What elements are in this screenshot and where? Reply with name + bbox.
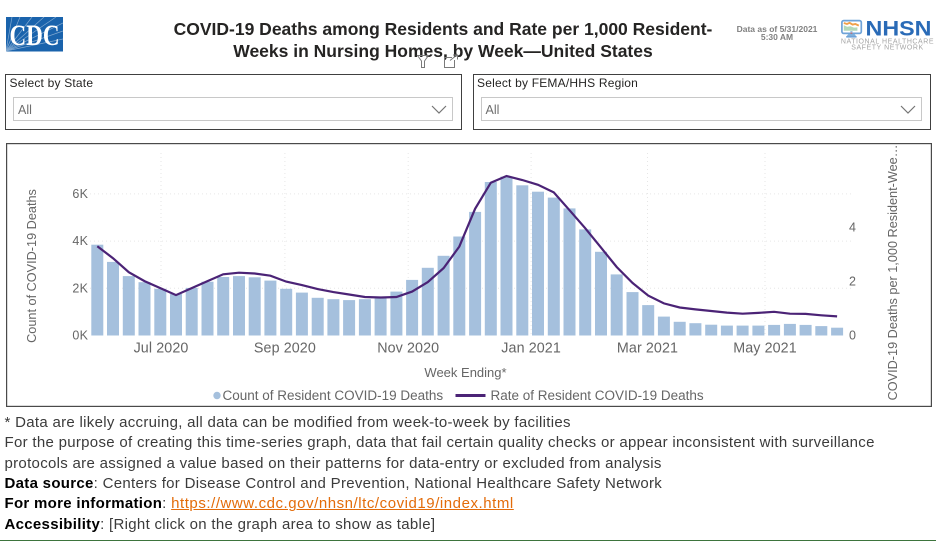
svg-text:Count of Resident COVID-19 Dea: Count of Resident COVID-19 Deaths	[222, 388, 443, 403]
svg-text:Rate of Resident COVID-19 Deat: Rate of Resident COVID-19 Deaths	[490, 388, 703, 403]
svg-text:Nov 2020: Nov 2020	[377, 341, 439, 357]
svg-text:Week Ending*: Week Ending*	[424, 365, 506, 380]
svg-text:Sep 2020: Sep 2020	[253, 341, 315, 357]
svg-text:4K: 4K	[72, 234, 88, 248]
svg-text:2: 2	[849, 275, 856, 289]
svg-text:0K: 0K	[72, 329, 88, 343]
svg-text:2K: 2K	[72, 281, 88, 295]
svg-text:Mar 2021: Mar 2021	[616, 341, 677, 357]
svg-text:NATIONAL HEALTHCARE: NATIONAL HEALTHCARE	[841, 38, 934, 45]
svg-text:COVID-19 Deaths per 1,000 Resi: COVID-19 Deaths per 1,000 Resident-Wee…	[886, 145, 900, 401]
svg-text:CDC: CDC	[10, 20, 60, 51]
svg-text:0: 0	[849, 329, 856, 343]
svg-text:May 2021: May 2021	[733, 341, 797, 357]
svg-text:SAFETY NETWORK: SAFETY NETWORK	[851, 44, 924, 51]
svg-text:Count of COVID-19 Deaths: Count of COVID-19 Deaths	[25, 189, 39, 343]
svg-text:Jan 2021: Jan 2021	[501, 341, 561, 357]
svg-text:4: 4	[849, 221, 856, 235]
svg-text:Jul 2020: Jul 2020	[133, 341, 188, 357]
svg-text:NHSN: NHSN	[866, 17, 932, 40]
svg-text:6K: 6K	[72, 187, 88, 201]
